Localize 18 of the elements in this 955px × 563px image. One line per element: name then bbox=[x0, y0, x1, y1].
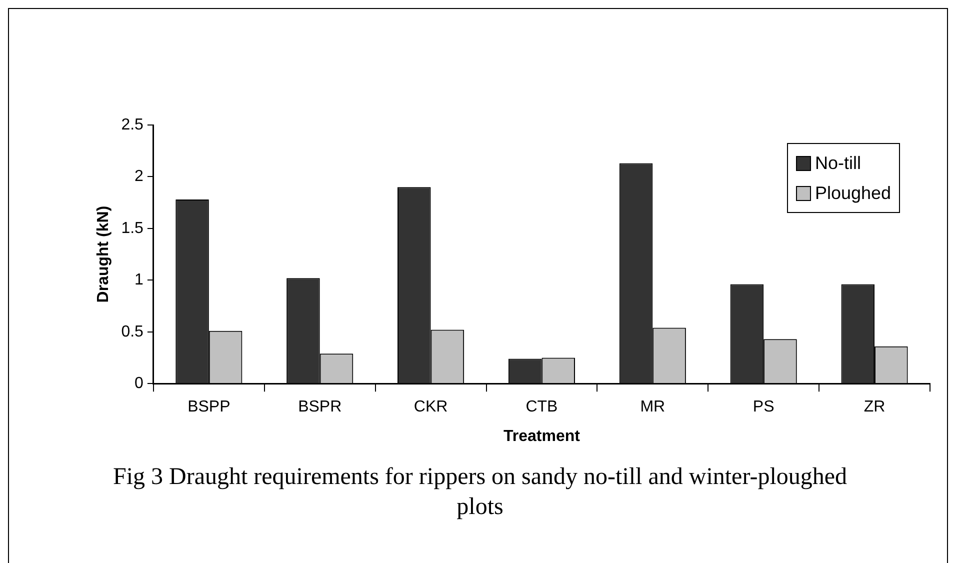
x-axis-title: Treatment bbox=[503, 428, 581, 445]
x-tick-label: ZR bbox=[864, 398, 886, 416]
x-tick-label: PS bbox=[752, 398, 774, 416]
y-axis-title: Draught (kN) bbox=[95, 206, 112, 303]
y-tick-label: 1 bbox=[134, 272, 144, 289]
y-tick-label: 1.5 bbox=[121, 220, 144, 237]
text: Fig 3 Draught requirements for rippers on sandy no-till and winter-ploughed plots bbox=[112, 463, 848, 522]
y-tick-label: 2.5 bbox=[121, 116, 144, 134]
legend-label: Ploughed bbox=[815, 182, 892, 205]
y-tick-label: 0.5 bbox=[121, 323, 144, 340]
legend-label: No-till bbox=[815, 152, 862, 175]
y-tick-label: 0 bbox=[134, 375, 144, 392]
x-tick-label: MR bbox=[640, 398, 666, 416]
x-tick-label: BSPP bbox=[188, 398, 230, 416]
x-tick-label: CTB bbox=[526, 398, 558, 416]
x-tick-label: BSPR bbox=[298, 398, 342, 416]
x-tick-label: CKR bbox=[414, 398, 448, 416]
y-tick-label: 2 bbox=[134, 168, 144, 186]
